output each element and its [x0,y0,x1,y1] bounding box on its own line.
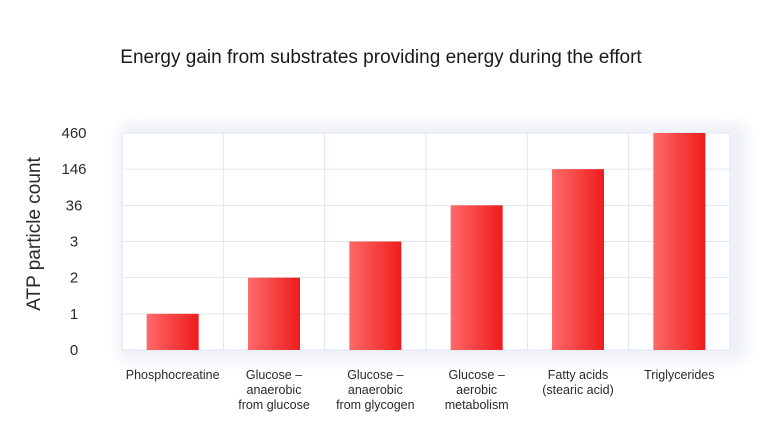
bar [653,133,706,350]
y-tick-label: 2 [70,270,78,287]
y-tick-label: 3 [70,234,78,251]
x-axis-labels: Phosphocreatine Glucose – anaerobic from gl… [126,368,715,412]
bar [552,169,604,350]
grid-lines [121,132,731,351]
y-tick-label: 146 [61,161,86,178]
y-tick-label: 460 [61,125,86,142]
bar [349,241,402,350]
y-tick-label: 1 [70,306,78,323]
x-category-label: Glucose – aerobic metabolism [445,368,509,412]
x-category-label: Glucose – anaerobic from glucose [238,368,310,412]
bar [248,277,300,350]
bar [450,205,503,350]
y-axis-title: ATP particle count [24,157,45,311]
bars [146,133,706,350]
x-category-label: Triglycerides [644,368,714,382]
x-category-label: Phosphocreatine [126,368,220,382]
x-category-label: Glucose – anaerobic from glycogen [336,368,415,412]
chart-title: Energy gain from substrates providing en… [120,47,642,68]
y-axis-ticks: 0 1 2 3 36 146 460 [61,125,86,359]
y-tick-label: 36 [66,197,83,214]
x-category-label: Fatty acids (stearic acid) [542,368,614,397]
y-tick-label: 0 [70,342,78,359]
bar [146,313,199,350]
